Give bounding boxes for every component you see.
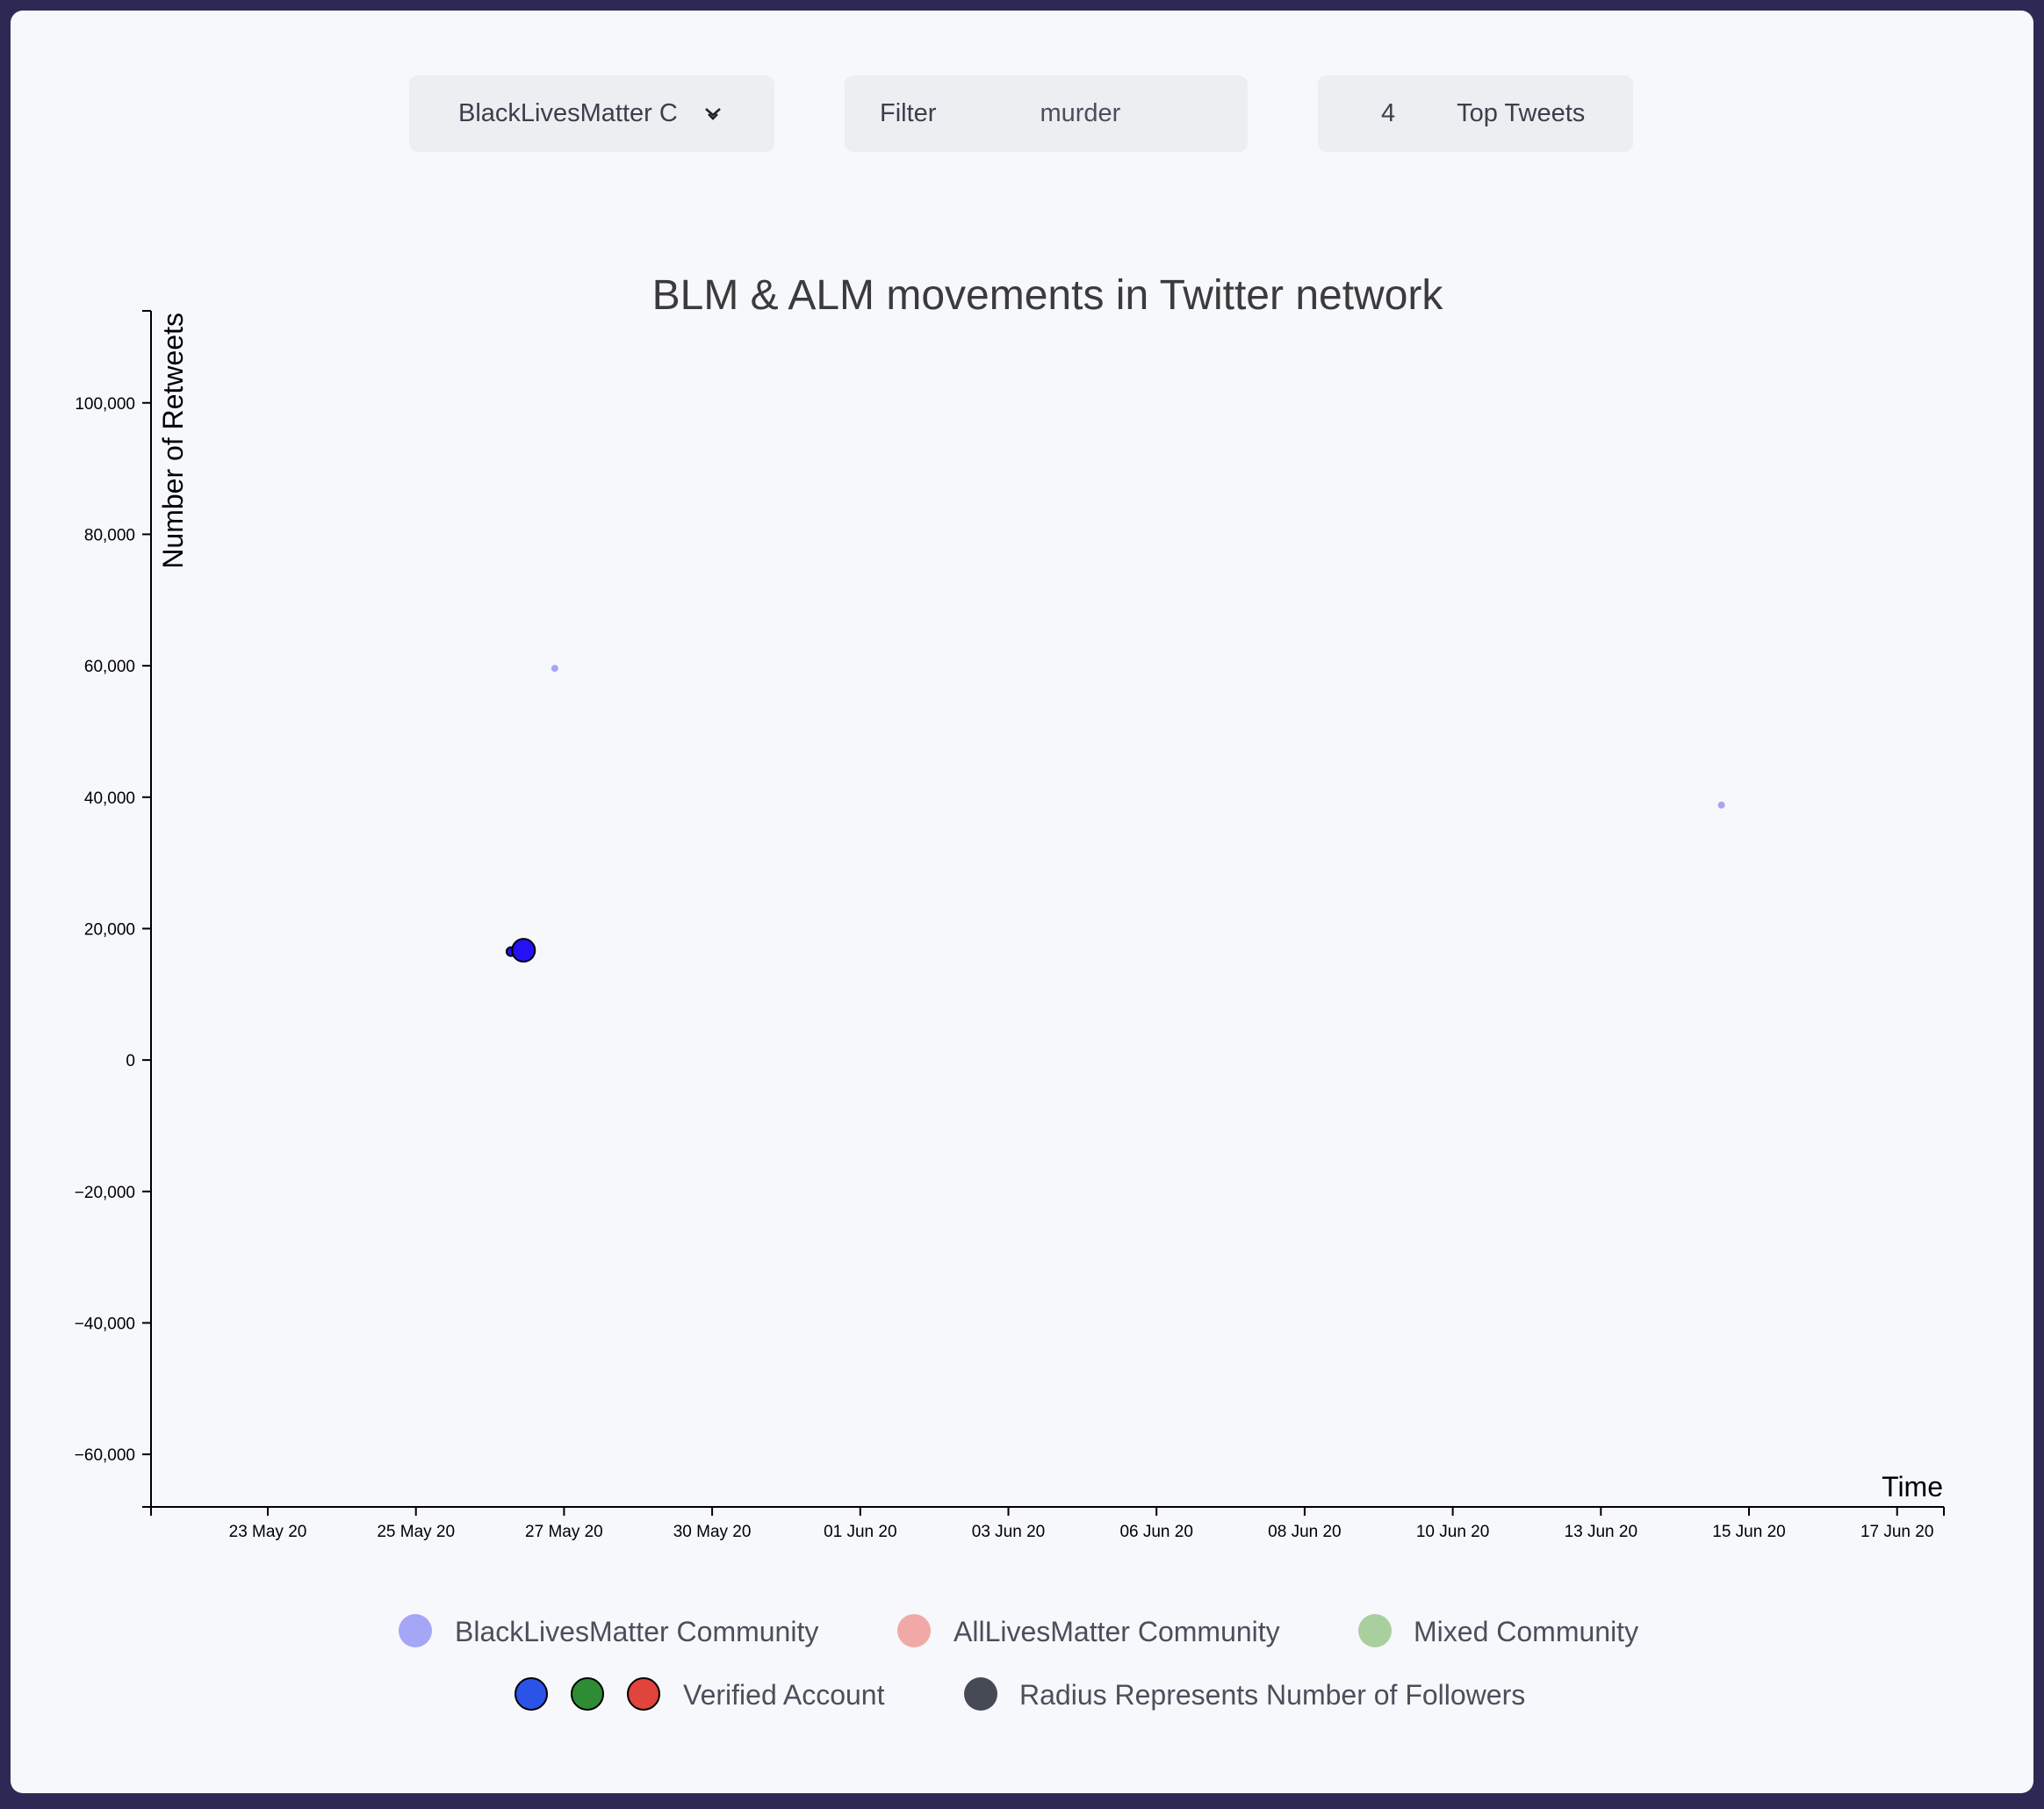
y-tick-label: 0 bbox=[126, 1052, 135, 1070]
x-tick-label: 23 May 20 bbox=[229, 1523, 307, 1541]
x-tick-label: 30 May 20 bbox=[673, 1523, 752, 1541]
legend-label: Radius Represents Number of Followers bbox=[1019, 1679, 1525, 1711]
x-tick-label: 25 May 20 bbox=[377, 1523, 455, 1541]
y-tick-label: −60,000 bbox=[75, 1446, 135, 1465]
data-point bbox=[511, 938, 536, 963]
chevron-down-icon bbox=[704, 107, 721, 120]
y-tick-label: 40,000 bbox=[84, 789, 135, 808]
x-tick-label: 10 Jun 20 bbox=[1416, 1523, 1489, 1541]
x-tick-label: 08 Jun 20 bbox=[1268, 1523, 1341, 1541]
y-tick-label: 20,000 bbox=[84, 920, 135, 939]
x-tick-label: 15 Jun 20 bbox=[1712, 1523, 1785, 1541]
legend-label: Verified Account bbox=[683, 1679, 885, 1711]
y-tick-label: 80,000 bbox=[84, 526, 135, 544]
x-tick-label: 01 Jun 20 bbox=[824, 1523, 896, 1541]
legend-label: BlackLivesMatter Community bbox=[455, 1616, 818, 1647]
x-tick-label: 17 Jun 20 bbox=[1860, 1523, 1933, 1541]
y-tick-label: 60,000 bbox=[84, 658, 135, 676]
legend-swatch bbox=[399, 1614, 432, 1647]
filter-field[interactable]: Filter murder bbox=[845, 76, 1248, 152]
y-axis-label: Number of Retweets bbox=[157, 313, 189, 569]
legend-verified-swatch bbox=[515, 1677, 548, 1711]
x-tick-label: 03 Jun 20 bbox=[972, 1523, 1045, 1541]
top-tweets-field[interactable]: 4 Top Tweets bbox=[1318, 76, 1633, 152]
top-tweets-count[interactable]: 4 bbox=[1381, 99, 1396, 127]
y-tick-label: −20,000 bbox=[75, 1184, 135, 1202]
filter-label: Filter bbox=[880, 99, 937, 127]
data-point bbox=[551, 665, 558, 673]
legend-swatch bbox=[1358, 1614, 1392, 1647]
community-select-value: BlackLivesMatter C bbox=[458, 99, 678, 127]
legend-radius-swatch bbox=[964, 1677, 997, 1711]
data-point bbox=[1717, 801, 1725, 809]
legend-verified-swatch bbox=[627, 1677, 660, 1711]
x-tick-label: 27 May 20 bbox=[525, 1523, 603, 1541]
legend-label: Mixed Community bbox=[1414, 1616, 1638, 1647]
x-tick-label: 06 Jun 20 bbox=[1119, 1523, 1192, 1541]
x-axis-label: Time bbox=[1882, 1471, 1943, 1503]
community-select[interactable]: BlackLivesMatter C bbox=[409, 76, 774, 152]
chart-card bbox=[11, 11, 2033, 1793]
y-tick-label: −40,000 bbox=[75, 1315, 135, 1333]
chart-title: BLM & ALM movements in Twitter network bbox=[652, 272, 1444, 319]
y-tick-label: 100,000 bbox=[75, 395, 135, 414]
top-tweets-label: Top Tweets bbox=[1457, 99, 1586, 127]
legend-label: AllLivesMatter Community bbox=[954, 1616, 1280, 1647]
legend-swatch bbox=[897, 1614, 931, 1647]
filter-input[interactable]: murder bbox=[1040, 99, 1121, 127]
x-tick-label: 13 Jun 20 bbox=[1565, 1523, 1637, 1541]
legend-verified-swatch bbox=[571, 1677, 604, 1711]
